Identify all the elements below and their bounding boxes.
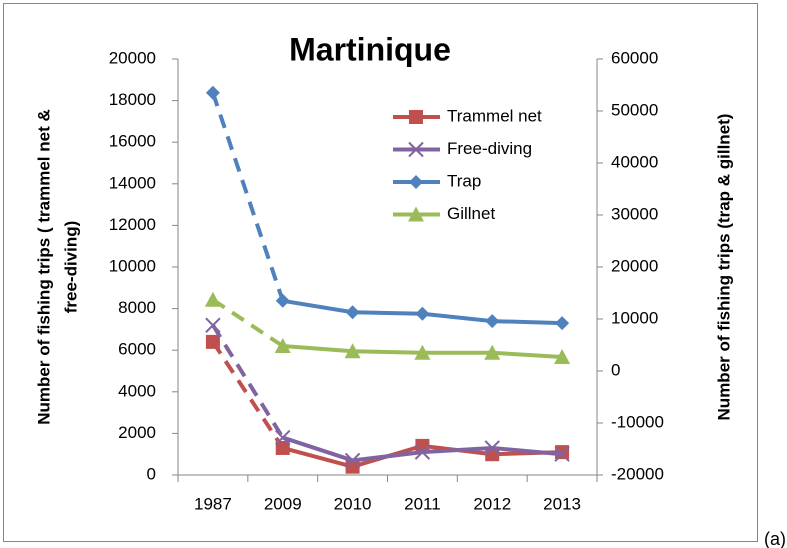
series-line (211, 340, 285, 450)
marker (414, 444, 431, 460)
marker (275, 293, 290, 308)
marker (409, 175, 423, 189)
y2-tick-label: 10000 (611, 308, 658, 327)
marker (275, 440, 290, 455)
y-tick-label: 2000 (118, 423, 156, 442)
marker (408, 206, 424, 222)
x-tick-label: 2009 (264, 494, 302, 513)
marker (344, 343, 361, 359)
chart-frame (3, 3, 758, 542)
marker (274, 338, 291, 354)
marker (205, 317, 221, 333)
y2-tick-label: 20000 (611, 256, 658, 275)
y2-tick-label: 50000 (611, 100, 658, 119)
marker (554, 348, 571, 364)
marker (409, 110, 423, 124)
x-tick-label: 2010 (334, 494, 372, 513)
y-tick-label: 18000 (109, 90, 156, 109)
legend-label: Trap (447, 171, 481, 190)
y2-tick-label: 30000 (611, 204, 658, 223)
marker (555, 316, 570, 331)
legend-label: Trammel net (447, 106, 542, 125)
marker (484, 440, 500, 456)
marker (345, 305, 360, 320)
y-tick-label: 0 (147, 464, 156, 483)
marker (205, 85, 220, 100)
marker (204, 291, 221, 307)
y2-tick-label: 0 (611, 360, 620, 379)
legend-label: Gillnet (447, 204, 495, 223)
marker (408, 141, 424, 158)
series-line (211, 298, 284, 348)
y2-tick-label: 60000 (611, 48, 658, 67)
y-tick-label: 12000 (109, 215, 156, 234)
panel-label: (a) (764, 529, 786, 548)
y-axis-label: free-diving) (61, 221, 80, 314)
marker (344, 452, 361, 469)
y-tick-label: 20000 (109, 48, 156, 67)
marker (415, 306, 430, 321)
marker (485, 314, 500, 329)
marker (484, 344, 501, 360)
x-tick-label: 2012 (473, 494, 511, 513)
marker (414, 344, 431, 360)
marker (205, 334, 220, 349)
y2-tick-label: -20000 (611, 464, 664, 483)
x-tick-label: 1987 (194, 494, 232, 513)
y-tick-label: 10000 (109, 256, 156, 275)
y2-tick-label: 40000 (611, 152, 658, 171)
series-line (211, 92, 285, 302)
y-tick-label: 14000 (109, 173, 156, 192)
chart-title: Martinique (289, 31, 451, 67)
y2-tick-label: -10000 (611, 412, 664, 431)
y-tick-label: 16000 (109, 132, 156, 151)
y-tick-label: 4000 (118, 381, 156, 400)
marker (554, 446, 570, 462)
y-tick-label: 8000 (118, 298, 156, 317)
y-tick-label: 6000 (118, 340, 156, 359)
legend-label: Free-diving (447, 139, 532, 158)
y-axis-label: Number of fishing trips ( trammel net & (34, 109, 53, 424)
marker (275, 429, 291, 446)
y2-axis-label: Number of fishing trips (trap & gillnet) (714, 114, 733, 421)
x-tick-label: 2013 (543, 494, 581, 513)
x-tick-label: 2011 (404, 494, 441, 513)
